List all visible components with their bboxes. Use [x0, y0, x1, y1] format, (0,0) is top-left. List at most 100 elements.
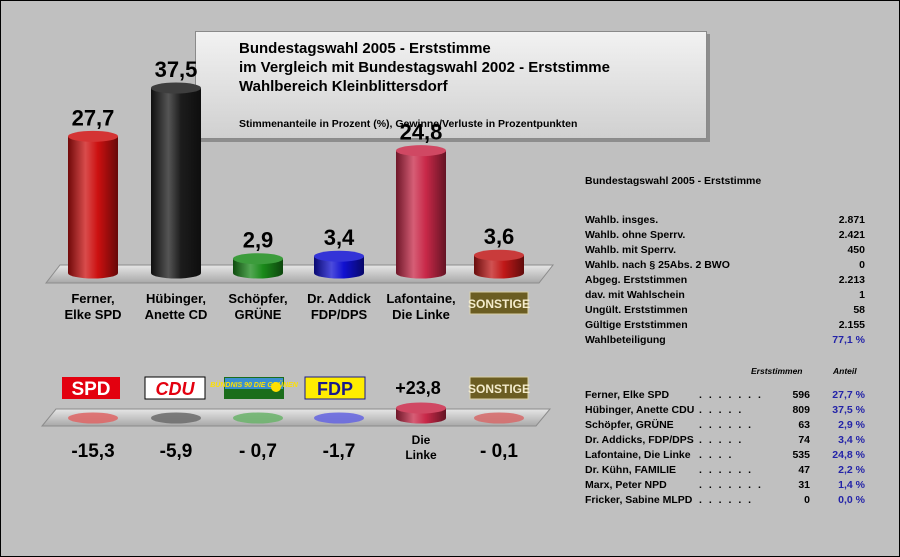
candidate-share: 27,7 %	[832, 389, 865, 401]
stat-row: Wahlb. nach § 25Abs. 2 BWO 0	[585, 259, 865, 274]
bar	[314, 256, 364, 279]
dot-leader: . . . . . . .	[699, 389, 763, 401]
data-label: 2,9	[243, 228, 274, 253]
category-label: Dr. Addick	[307, 291, 372, 306]
stat-value: 77,1 %	[832, 334, 865, 346]
category-label: Hübinger,	[146, 291, 206, 306]
stat-value: 450	[847, 244, 865, 256]
candidate-name: Lafontaine, Die Linke	[585, 449, 691, 461]
category-label: Die	[412, 433, 431, 447]
data-label: -15,3	[71, 441, 114, 462]
sonstige-logo-text: SONSTIGE	[468, 297, 530, 311]
stat-label: Wahlb. ohne Sperrv.	[585, 229, 686, 241]
bar-top	[233, 253, 283, 265]
bar-top	[396, 145, 446, 157]
category-label: FDP/DPS	[311, 307, 368, 322]
candidate-name: Dr. Addicks, FDP/DPS	[585, 434, 694, 446]
candidate-row: Schöpfer, GRÜNE . . . . . . 63 2,9 %	[585, 419, 865, 434]
stats-header: Bundestagswahl 2005 - Erststimme	[585, 175, 762, 187]
stat-value: 1	[859, 289, 865, 301]
stat-label: Wahlb. mit Sperrv.	[585, 244, 677, 256]
cdu-logo-bg	[144, 376, 206, 400]
col-header-share: Anteil	[833, 366, 857, 376]
gain-bar-top	[396, 402, 446, 414]
stat-row: dav. mit Wahlschein 1	[585, 289, 865, 304]
title-line-1: Bundestagswahl 2005 - Erststimme	[239, 40, 491, 57]
candidate-votes: 535	[792, 449, 810, 461]
data-label: 24,8	[400, 120, 443, 145]
candidate-row: Ferner, Elke SPD . . . . . . . 596 27,7 %	[585, 389, 865, 404]
candidate-votes: 74	[798, 434, 810, 446]
category-label: Anette CD	[145, 307, 208, 322]
gruene-logo-text: BÜNDNIS 90 DIE GRÜNEN	[210, 380, 298, 389]
title-box: Bundestagswahl 2005 - Erststimme im Verg…	[195, 31, 707, 139]
stat-label: dav. mit Wahlschein	[585, 289, 685, 301]
candidate-name: Fricker, Sabine MLPD	[585, 494, 693, 506]
stat-label: Ungült. Erststimmen	[585, 304, 688, 316]
loss-disc	[151, 412, 201, 424]
loss-disc	[68, 412, 118, 424]
col-header-votes: Erststimmen	[751, 366, 803, 376]
candidate-row: Fricker, Sabine MLPD . . . . . . 0 0,0 %	[585, 494, 865, 509]
candidate-votes: 0	[804, 494, 810, 506]
bar	[68, 136, 118, 279]
dot-leader: . . . . .	[699, 404, 744, 416]
stat-value: 2.213	[838, 274, 865, 286]
spd-logo-text: SPD	[71, 379, 110, 400]
spd-logo-bg	[62, 377, 120, 399]
stat-row: Wahlb. insges. 2.871	[585, 214, 865, 229]
category-label: Elke SPD	[64, 307, 121, 322]
candidate-votes: 31	[798, 479, 810, 491]
bar-top	[68, 130, 118, 142]
candidate-row: Hübinger, Anette CDU . . . . . 809 37,5 %	[585, 404, 865, 419]
gruene-logo-top	[225, 378, 283, 389]
stat-label: Gültige Erststimmen	[585, 319, 688, 331]
data-label: 37,5	[155, 57, 198, 82]
bar	[473, 255, 524, 279]
dot-leader: . . . . . . .	[699, 479, 763, 491]
bar-top	[474, 249, 524, 261]
candidate-name: Ferner, Elke SPD	[585, 389, 670, 401]
sonstige-logo-bg-2	[469, 376, 529, 400]
fdp-logo-bg	[304, 376, 366, 400]
category-label: Lafontaine,	[386, 291, 455, 306]
candidate-votes: 47	[798, 464, 810, 476]
data-label: +23,8	[395, 378, 441, 398]
stat-value: 2.871	[838, 214, 865, 226]
sonstige-logo-bg	[469, 291, 529, 315]
data-label: -1,7	[323, 441, 356, 462]
stat-value: 58	[853, 304, 865, 316]
bar	[396, 150, 446, 279]
dot-leader: . . . . . .	[699, 494, 754, 506]
candidate-row: Dr. Kühn, FAMILIE . . . . . . 47 2,2 %	[585, 464, 865, 479]
data-label: 3,6	[484, 224, 515, 249]
candidate-share: 37,5 %	[832, 404, 865, 416]
stat-row: Gültige Erststimmen 2.155	[585, 319, 865, 334]
stat-row: Wahlb. ohne Sperrv. 2.421	[585, 229, 865, 244]
bar-top	[151, 82, 201, 94]
candidate-name: Dr. Kühn, FAMILIE	[585, 464, 676, 476]
candidate-name: Hübinger, Anette CDU	[585, 404, 695, 416]
category-label: Linke	[405, 448, 437, 462]
category-label: Ferner,	[71, 291, 114, 306]
stat-row: Abgeg. Erststimmen 2.213	[585, 274, 865, 289]
stat-row: Wahlbeteiligung 77,1 %	[585, 334, 865, 349]
stat-label: Wahlb. insges.	[585, 214, 659, 226]
sonstige-logo-text-2: SONSTIGE	[468, 382, 530, 396]
category-label: Schöpfer,	[228, 291, 287, 306]
category-label: GRÜNE	[235, 307, 282, 322]
data-label: - 0,1	[480, 441, 518, 462]
chart-subtitle: Stimmenanteile in Prozent (%), Gewinne/V…	[239, 118, 578, 130]
candidate-row: Lafontaine, Die Linke . . . . 535 24,8 %	[585, 449, 865, 464]
dot-leader: . . . . . .	[699, 464, 754, 476]
candidate-share: 2,2 %	[838, 464, 865, 476]
candidate-share: 3,4 %	[838, 434, 865, 446]
bar-top	[314, 250, 364, 262]
candidate-votes: 63	[798, 419, 810, 431]
category-label: Die Linke	[392, 307, 450, 322]
candidate-row: Marx, Peter NPD . . . . . . . 31 1,4 %	[585, 479, 865, 494]
dot-leader: . . . . .	[699, 434, 744, 446]
stat-row: Ungült. Erststimmen 58	[585, 304, 865, 319]
data-label: 3,4	[324, 225, 355, 250]
